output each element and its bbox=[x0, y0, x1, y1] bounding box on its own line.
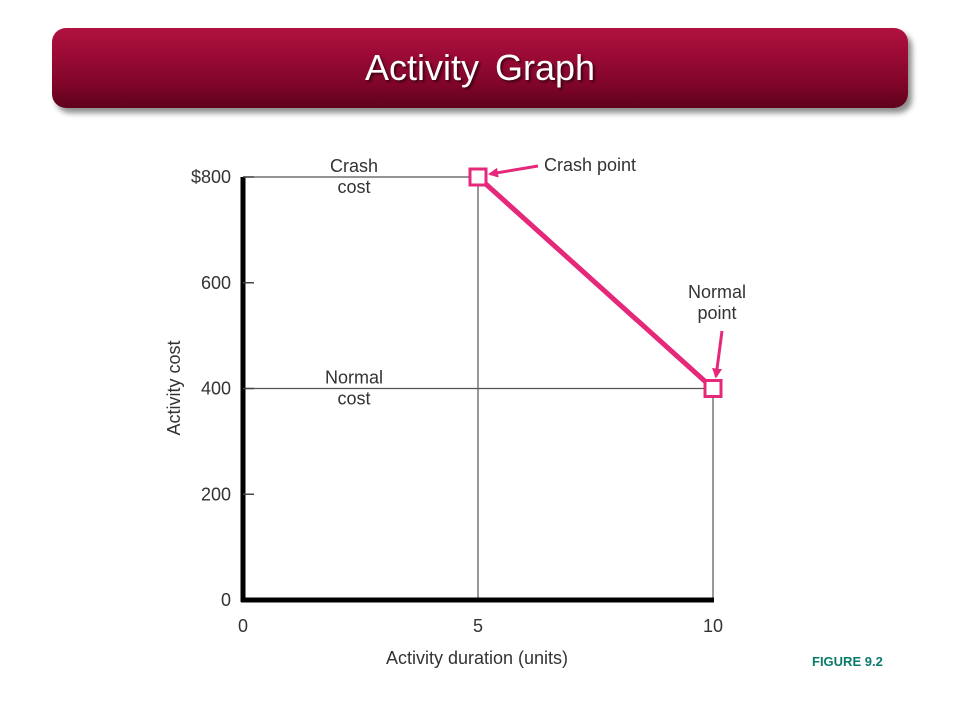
reference-label: cost bbox=[337, 389, 370, 409]
reference-label: Normal bbox=[325, 368, 383, 388]
y-tick-label: 0 bbox=[221, 590, 231, 610]
series-group bbox=[468, 167, 723, 398]
y-tick-label: 600 bbox=[201, 273, 231, 293]
slide-title: Activity Graph bbox=[364, 47, 596, 88]
annotation-normal-point: point bbox=[697, 303, 736, 323]
annotation-arrow bbox=[712, 330, 724, 379]
title-banner: Activity Graph bbox=[52, 28, 908, 108]
chart-axes bbox=[240, 177, 714, 603]
y-tick-label: $800 bbox=[191, 167, 231, 187]
annotation-normal-point: Normal bbox=[688, 282, 746, 302]
figure-label: FIGURE 9.2 bbox=[812, 654, 883, 669]
y-tick-label: 400 bbox=[201, 379, 231, 399]
reference-label: cost bbox=[337, 177, 370, 197]
x-tick-label: 5 bbox=[473, 616, 483, 636]
y-axis-title: Activity cost bbox=[164, 340, 184, 435]
annotation-crash-point: Crash point bbox=[544, 155, 636, 175]
tick-marks: 0 200 400 600 $800 0 5 10 bbox=[191, 167, 723, 636]
x-tick-label: 0 bbox=[238, 616, 248, 636]
y-tick-label: 200 bbox=[201, 484, 231, 504]
x-tick-label: 10 bbox=[703, 616, 723, 636]
x-axis-title: Activity duration (units) bbox=[386, 648, 568, 668]
data-point-marker bbox=[468, 167, 488, 187]
reference-label: Crash bbox=[330, 156, 378, 176]
annotation-arrow bbox=[488, 164, 539, 178]
series-line bbox=[476, 175, 715, 391]
data-point-marker bbox=[703, 379, 723, 398]
